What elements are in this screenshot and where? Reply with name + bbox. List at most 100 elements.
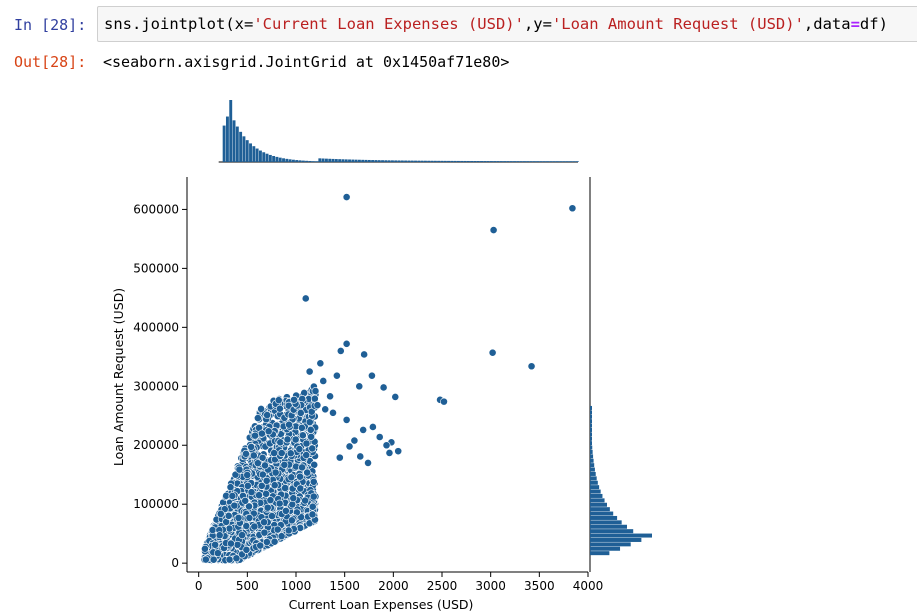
x-tick-label: 2500 xyxy=(427,579,458,593)
marginal-y-bar xyxy=(590,405,592,410)
scatter-point xyxy=(250,522,259,531)
marginal-x-bar xyxy=(460,160,464,162)
code-eq: = xyxy=(850,15,860,33)
marginal-x-bar xyxy=(361,159,365,162)
marginal-x-bar xyxy=(575,161,579,162)
scatter-point xyxy=(245,514,254,522)
marginal-y-bar xyxy=(590,498,605,503)
marginal-x-bar xyxy=(450,160,454,162)
marginal-x-bar xyxy=(298,160,302,162)
marginal-x-bar xyxy=(351,159,355,162)
marginal-x-bar xyxy=(249,143,252,162)
scatter-point xyxy=(290,395,298,404)
scatter-point xyxy=(258,453,267,462)
scatter-point xyxy=(263,411,272,419)
scatter-point xyxy=(329,408,337,417)
marginal-x-bar xyxy=(569,161,573,162)
marginal-y-bar xyxy=(590,533,652,538)
marginal-x-bar xyxy=(275,156,279,162)
marginal-y-bar xyxy=(590,476,597,481)
scatter-point xyxy=(261,461,269,470)
scatter-point xyxy=(258,470,267,479)
y-tick-label: 600000 xyxy=(133,202,179,216)
marginal-y-bar xyxy=(590,507,610,512)
scatter-point xyxy=(225,524,234,533)
y-tick-label: 200000 xyxy=(133,438,179,452)
scatter-point xyxy=(287,516,296,525)
y-tick-label: 300000 xyxy=(133,379,179,393)
marginal-x-bar xyxy=(496,161,500,162)
marginal-y-bar xyxy=(590,423,592,428)
marginal-y-bar xyxy=(590,511,614,516)
scatter-point xyxy=(230,501,239,510)
scatter-point xyxy=(440,397,448,406)
marginal-x-bar xyxy=(565,161,569,162)
marginal-x-bar xyxy=(555,161,559,162)
marginal-x-bar xyxy=(493,161,497,162)
marginal-x-bar xyxy=(265,153,269,162)
scatter-point xyxy=(296,524,305,532)
marginal-x-bar xyxy=(311,161,315,162)
joint-axes: 0 500 1000 1500 2000 2500 3000 3500 4000 0 100000 2… xyxy=(133,177,603,593)
scatter-point xyxy=(568,204,577,213)
scatter-point xyxy=(280,460,289,469)
marginal-y-bar xyxy=(590,551,610,556)
marginal-x-bar xyxy=(562,161,566,162)
scatter-point xyxy=(275,499,284,508)
marginal-y-bar xyxy=(590,480,598,485)
marginal-x-bar xyxy=(364,159,368,162)
marginal-x-bar xyxy=(539,161,543,162)
marginal-x-bar xyxy=(245,140,249,162)
scatter-point xyxy=(379,383,388,392)
marginal-x-bar xyxy=(272,155,276,162)
marginal-x-bar xyxy=(423,160,427,162)
marginal-y-bar xyxy=(590,445,593,450)
scatter-point xyxy=(235,465,244,474)
scatter-point xyxy=(310,394,319,403)
marginal-x-bar xyxy=(552,161,556,162)
x-tick-label: 3500 xyxy=(524,579,555,593)
marginal-x-bar xyxy=(278,157,282,162)
marginal-x-bar xyxy=(239,131,243,162)
marginal-x-bar xyxy=(377,160,381,162)
scatter-point xyxy=(306,425,315,434)
scatter-point xyxy=(262,489,271,498)
scatter-point xyxy=(488,348,497,357)
scatter-point xyxy=(253,414,262,422)
marginal-x-bar xyxy=(367,159,371,162)
scatter-point xyxy=(247,442,256,451)
x-tick-label: 4000 xyxy=(573,579,604,593)
marginal-x-bar xyxy=(262,152,266,162)
marginal-x-bar xyxy=(222,125,226,162)
marginal-x-bar xyxy=(242,136,246,162)
marginal-x-bar xyxy=(338,159,342,162)
marginal-x-bar xyxy=(509,161,513,162)
marginal-y-bar xyxy=(590,419,592,424)
scatter-point xyxy=(273,525,282,534)
scatter-point xyxy=(360,350,369,359)
marginal-x-bar xyxy=(443,160,447,162)
marginal-x-bar xyxy=(255,148,259,162)
scatter-point xyxy=(326,392,334,401)
scatter-point xyxy=(284,526,293,535)
scatter-point xyxy=(301,496,310,505)
scatter-point xyxy=(208,526,217,534)
marginal-y-bar xyxy=(590,524,627,529)
output-text: <seaborn.axisgrid.JointGrid at 0x1450af7… xyxy=(103,53,510,71)
scatter-point xyxy=(342,339,351,348)
marginal-x-bar xyxy=(433,160,437,162)
code-cell[interactable]: sns.jointplot(x='Current Loan Expenses (… xyxy=(97,6,917,42)
scatter-point xyxy=(321,405,330,414)
marginal-x-bar xyxy=(285,158,289,162)
marginal-x-bar xyxy=(526,161,530,162)
marginal-y-bar xyxy=(590,502,607,507)
marginal-x-bar xyxy=(427,160,431,162)
scatter-point xyxy=(296,484,305,493)
code-y-kw: ,y= xyxy=(523,15,552,33)
marginal-x-bar xyxy=(357,159,361,162)
scatter-point xyxy=(368,371,376,380)
scatter-point xyxy=(307,432,315,441)
marginal-x-bar xyxy=(440,160,444,162)
marginal-y-bar xyxy=(590,471,596,476)
marginal-x-bar xyxy=(371,160,375,162)
